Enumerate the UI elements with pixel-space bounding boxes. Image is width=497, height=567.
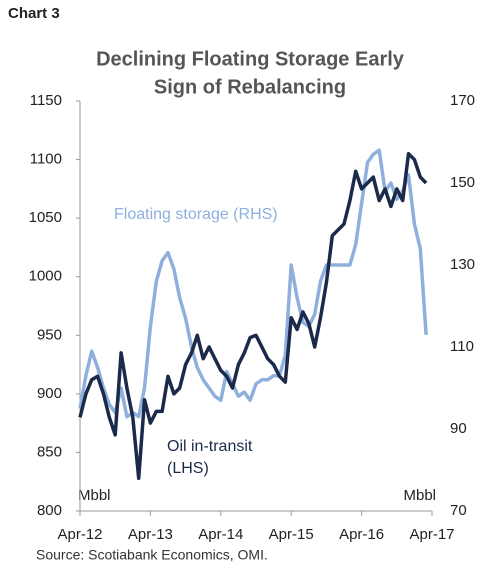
y2-tick-label: 130 bbox=[450, 256, 475, 273]
annotation: Oil in-transit bbox=[167, 438, 253, 455]
annotation: (LHS) bbox=[167, 460, 209, 477]
chart-label: Chart 3 bbox=[8, 5, 60, 22]
x-tick-label: Apr-14 bbox=[198, 526, 243, 543]
source: Source: Scotiabank Economics, OMI. bbox=[36, 547, 268, 563]
y-tick-label: 900 bbox=[37, 385, 62, 402]
x-tick-label: Apr-13 bbox=[128, 526, 173, 543]
series-line bbox=[78, 148, 428, 419]
y-unit: Mbbl bbox=[78, 487, 111, 504]
y2-tick-label: 110 bbox=[450, 338, 474, 355]
y2-tick-label: 90 bbox=[450, 420, 467, 437]
y-tick-label: 950 bbox=[37, 326, 62, 343]
x-tick-label: Apr-12 bbox=[57, 526, 102, 543]
y2-tick-label: 70 bbox=[450, 502, 467, 519]
y-tick-label: 1100 bbox=[30, 151, 62, 168]
x-tick-label: Apr-15 bbox=[269, 526, 314, 543]
x-tick-label: Apr-17 bbox=[409, 526, 454, 543]
y-tick-label: 1050 bbox=[29, 209, 62, 226]
y-tick-label: 800 bbox=[37, 502, 62, 519]
y-tick-label: 1150 bbox=[30, 92, 62, 109]
chart-title: Declining Floating Storage Early bbox=[96, 48, 405, 70]
x-tick-label: Apr-16 bbox=[339, 526, 384, 543]
y2-unit: Mbbl bbox=[403, 487, 436, 504]
y2-tick-label: 150 bbox=[450, 174, 475, 191]
annotation: Floating storage (RHS) bbox=[114, 206, 278, 223]
series-line bbox=[78, 151, 428, 480]
chart-title: Sign of Rebalancing bbox=[154, 76, 346, 98]
y-tick-label: 1000 bbox=[29, 268, 62, 285]
y2-tick-label: 170 bbox=[450, 92, 475, 109]
y-tick-label: 850 bbox=[37, 443, 62, 460]
